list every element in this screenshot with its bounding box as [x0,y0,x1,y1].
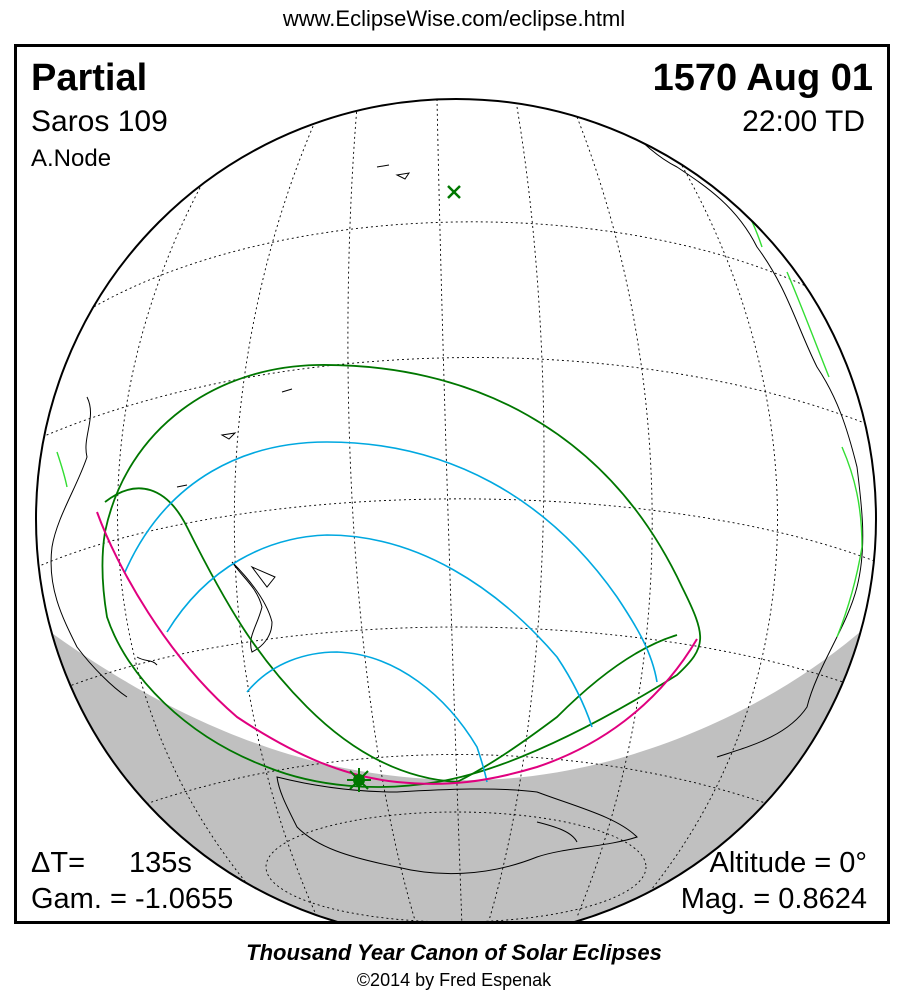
rise-set-curve [96,511,698,785]
magnitude-value: Mag. = 0.8624 [680,883,867,915]
eclipse-type: Partial [31,57,148,99]
night-region [36,607,876,921]
saros-number: Saros 109 [31,105,168,138]
globe-outline [35,98,877,921]
eclipse-time: 22:00 TD [742,105,865,138]
delta-t-value: 135s [129,847,192,879]
globe-map [35,98,877,921]
magnitude-curves [124,441,658,783]
website-url: www.EclipseWise.com/eclipse.html [282,6,626,31]
greatest-eclipse-marker [347,768,371,792]
node-label: A.Node [31,145,112,172]
graticule [36,99,876,921]
altitude-value: Altitude = 0° [709,847,867,879]
delta-t: ΔT= 135s [31,847,192,880]
gamma-value: Gam. = -1.0655 [31,883,234,915]
penumbra-limits [101,364,702,788]
canon-title: Thousand Year Canon of Solar Eclipses [246,940,662,965]
globe-disk [36,99,876,921]
delta-t-label: ΔT= [31,847,86,879]
eclipse-date: 1570 Aug 01 [652,57,873,99]
eclipse-map-panel: Partial Saros 109 A.Node 1570 Aug 01 22:… [14,44,890,924]
copyright: ©2014 by Fred Espenak [356,970,552,990]
cross-marker [447,185,461,199]
